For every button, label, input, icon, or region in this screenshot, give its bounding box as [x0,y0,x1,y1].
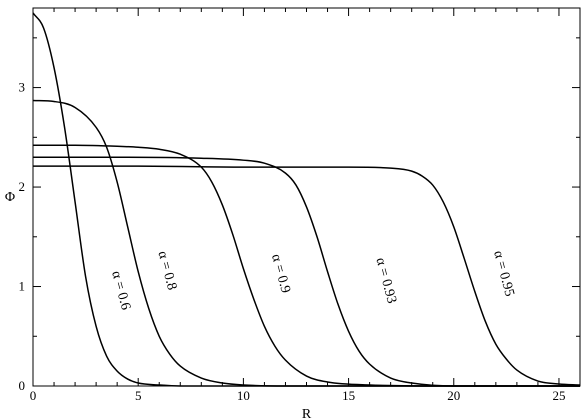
series-line-1 [32,99,580,387]
plot-frame [32,7,581,387]
y-tick-label: 1 [19,279,26,294]
y-axis-label: Φ [5,190,15,205]
x-tick-label: 15 [342,388,355,403]
y-tick-label: 2 [19,179,26,194]
series-label-4: α = 0.95 [490,249,517,298]
x-tick-label: 5 [135,388,142,403]
series-line-3 [33,156,580,387]
series-line-0 [32,12,580,387]
y-tick-label: 3 [19,80,26,95]
curve-labels: α = 0.6 α = 0.8 α = 0.9 α = 0.93 α = 0.95 [108,249,517,312]
series-line-2 [33,144,580,387]
x-tick-label: 0 [30,388,37,403]
series-label-2: α = 0.9 [268,253,293,295]
x-tick-label: 20 [447,388,460,403]
curves [32,12,581,387]
series-label-1: α = 0.8 [154,250,179,292]
series-label-3: α = 0.93 [372,256,399,305]
series-line-4 [33,165,581,386]
x-tick-label: 10 [237,388,250,403]
series-label-0: α = 0.6 [108,269,133,311]
x-axis-label: R [302,407,312,420]
y-tick-label: 0 [19,378,26,393]
x-tick-label: 25 [552,388,565,403]
ticks: 0 5 10 15 20 25 0 1 2 3 [19,8,581,403]
plot-border [32,7,581,387]
